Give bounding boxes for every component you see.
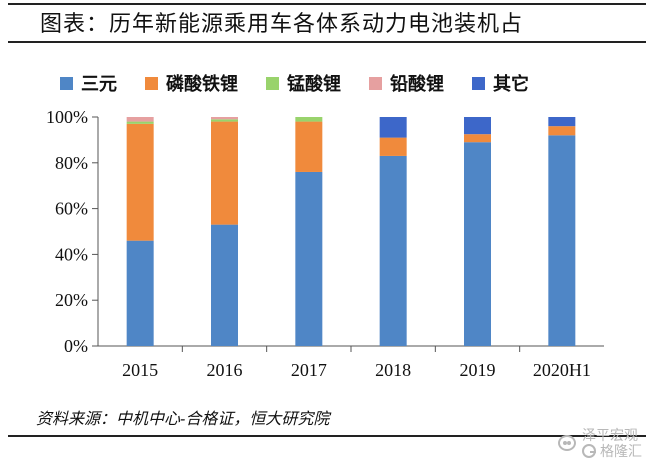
legend-label-0: 三元 bbox=[81, 74, 117, 95]
legend-label-2: 锰酸锂 bbox=[287, 74, 341, 95]
legend-swatch-1 bbox=[145, 76, 158, 90]
watermark-text: 泽平宏观 格隆汇 bbox=[582, 428, 642, 458]
y-tick-label-4: 80% bbox=[55, 153, 88, 173]
title-top-rule bbox=[8, 3, 646, 5]
x-tick-label-2: 2017 bbox=[291, 360, 327, 380]
y-tick-label-3: 60% bbox=[55, 199, 88, 219]
legend-item-1: 磷酸铁锂 bbox=[145, 70, 238, 96]
legend-swatch-2 bbox=[266, 76, 279, 90]
y-tick-label-1: 20% bbox=[55, 290, 88, 310]
bar-2016-磷酸铁锂 bbox=[211, 121, 238, 225]
bar-2015-三元 bbox=[126, 240, 154, 346]
y-tick-label-5: 100% bbox=[46, 107, 88, 127]
bar-2019-其它 bbox=[464, 117, 491, 135]
watermark-line-2: 格隆汇 bbox=[600, 443, 642, 459]
legend-label-1: 磷酸铁锂 bbox=[166, 74, 238, 95]
bar-2019-三元 bbox=[464, 142, 491, 346]
bar-2020H1-其它 bbox=[548, 117, 576, 127]
bar-2017-磷酸铁锂 bbox=[295, 121, 323, 172]
legend-item-0: 三元 bbox=[60, 70, 117, 96]
source-note: 资料来源：中机中心-合格证，恒大研究院 bbox=[36, 409, 330, 428]
legend-label-4: 其它 bbox=[493, 74, 529, 95]
chart-legend: 三元 磷酸铁锂 锰酸锂 铅酸锂 其它 bbox=[60, 70, 644, 96]
x-tick-label-3: 2018 bbox=[375, 360, 411, 380]
x-tick-label-5: 2020H1 bbox=[533, 360, 591, 380]
bar-2015-磷酸铁锂 bbox=[126, 123, 154, 241]
bar-2017-三元 bbox=[295, 171, 323, 346]
x-tick-label-1: 2016 bbox=[207, 360, 243, 380]
x-tick-label-4: 2019 bbox=[460, 360, 496, 380]
legend-swatch-0 bbox=[60, 76, 73, 90]
bar-2016-三元 bbox=[211, 224, 238, 346]
legend-swatch-4 bbox=[472, 76, 485, 90]
footer-rule bbox=[8, 435, 646, 437]
bar-2016-铅酸锂 bbox=[211, 117, 238, 120]
bar-2020H1-磷酸铁锂 bbox=[548, 126, 576, 136]
y-tick-label-2: 40% bbox=[55, 244, 88, 264]
watermark: 泽平宏观 格隆汇 bbox=[558, 428, 642, 458]
title-bottom-rule bbox=[8, 41, 646, 43]
legend-item-4: 其它 bbox=[472, 70, 529, 96]
bar-2015-铅酸锂 bbox=[126, 117, 154, 122]
watermark-line-2-wrap: 格隆汇 bbox=[582, 444, 642, 458]
legend-item-2: 锰酸锂 bbox=[266, 70, 341, 96]
bar-2015-锰酸锂 bbox=[126, 121, 154, 124]
bar-2018-三元 bbox=[379, 155, 407, 346]
bar-2016-锰酸锂 bbox=[211, 119, 238, 122]
bar-2018-磷酸铁锂 bbox=[379, 137, 407, 156]
legend-item-3: 铅酸锂 bbox=[369, 70, 444, 96]
bar-2019-磷酸铁锂 bbox=[464, 134, 491, 143]
legend-swatch-3 bbox=[369, 76, 382, 90]
page-title: 图表：历年新能源乘用车各体系动力电池装机占 bbox=[40, 12, 524, 37]
bar-2018-其它 bbox=[379, 117, 407, 138]
y-tick-label-0: 0% bbox=[64, 336, 88, 356]
wechat-icon bbox=[558, 435, 576, 451]
bar-2017-锰酸锂 bbox=[295, 117, 323, 122]
gelonghui-logo-icon bbox=[582, 444, 596, 458]
x-tick-label-0: 2015 bbox=[122, 360, 158, 380]
bar-2020H1-三元 bbox=[548, 135, 576, 346]
watermark-line-1: 泽平宏观 bbox=[582, 427, 638, 443]
legend-label-3: 铅酸锂 bbox=[390, 74, 444, 95]
